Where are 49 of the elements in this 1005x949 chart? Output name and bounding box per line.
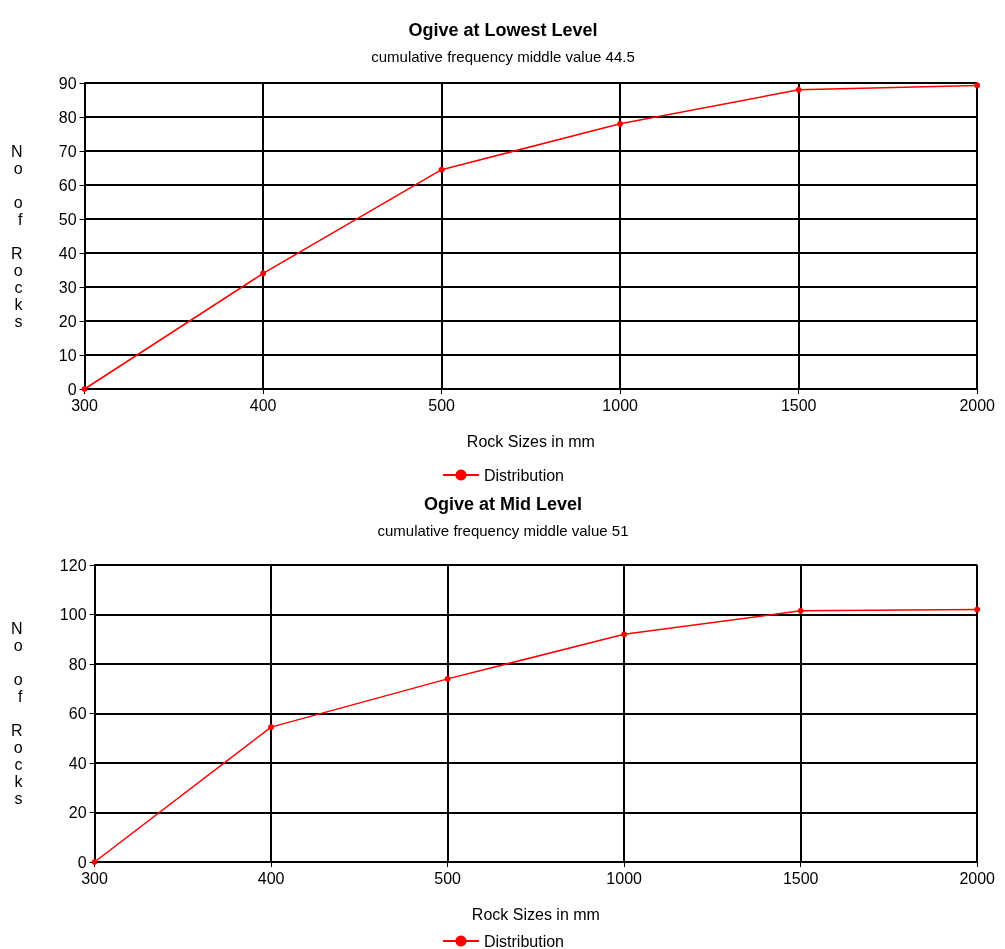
x-tick-label: 2000	[959, 396, 996, 414]
text: No of Rocks	[10, 620, 23, 807]
y-tick-label: 80	[58, 108, 77, 126]
point	[438, 166, 445, 173]
y-tick-label: 40	[58, 244, 77, 262]
x-tick-label: 400	[257, 869, 285, 887]
point	[795, 86, 802, 93]
chart-title: Ogive at Mid Level	[423, 494, 583, 514]
legend-label: Distribution	[483, 932, 565, 949]
y-tick-label: 40	[68, 754, 87, 772]
y-tick-label: 60	[58, 176, 77, 194]
y-tick-label: 20	[68, 804, 87, 821]
y-tick-label: 0	[77, 853, 87, 871]
x-tick-label: 2000	[959, 869, 996, 887]
y-tick-label: 10	[58, 346, 77, 364]
x-tick-label: 400	[249, 396, 277, 414]
y-tick-label: 0	[67, 380, 77, 398]
point	[617, 120, 624, 127]
x-tick-label: 500	[428, 396, 456, 414]
x-tick-label: 300	[81, 869, 108, 887]
x-tick-label: 1500	[780, 396, 817, 414]
x-tick-label: 1000	[606, 869, 643, 887]
y-tick-label: 120	[59, 556, 87, 574]
point	[268, 724, 275, 731]
y-tick-label: 50	[58, 210, 77, 228]
y-tick-label: 80	[68, 655, 87, 673]
chart-subtitle: cumulative frequency middle value 51	[377, 522, 629, 539]
x-tick-label: 1500	[782, 869, 819, 887]
point	[974, 606, 981, 613]
y-tick-label: 100	[59, 606, 87, 623]
y-tick-label: 20	[58, 312, 77, 330]
text: No of Rocks	[10, 142, 23, 330]
x-tick-label: 500	[434, 869, 462, 887]
x-axis-title: Rock Sizes in mm	[471, 905, 600, 923]
x-tick-label: 300	[71, 396, 98, 414]
y-tick-label: 90	[58, 74, 77, 92]
y-tick-label: 60	[68, 705, 87, 722]
chart-subtitle: cumulative frequency middle value 44.5	[371, 48, 635, 65]
x-tick-label: 1000	[602, 396, 639, 414]
point	[444, 675, 451, 682]
legend-label: Distribution	[483, 466, 565, 484]
chart-title: Ogive at Lowest Level	[408, 20, 598, 40]
y-tick-label: 30	[58, 278, 77, 296]
x-axis-title: Rock Sizes in mm	[466, 432, 595, 450]
point	[260, 270, 267, 277]
point	[797, 607, 804, 614]
y-tick-label: 70	[58, 142, 77, 160]
point	[621, 631, 628, 638]
point	[974, 82, 981, 89]
